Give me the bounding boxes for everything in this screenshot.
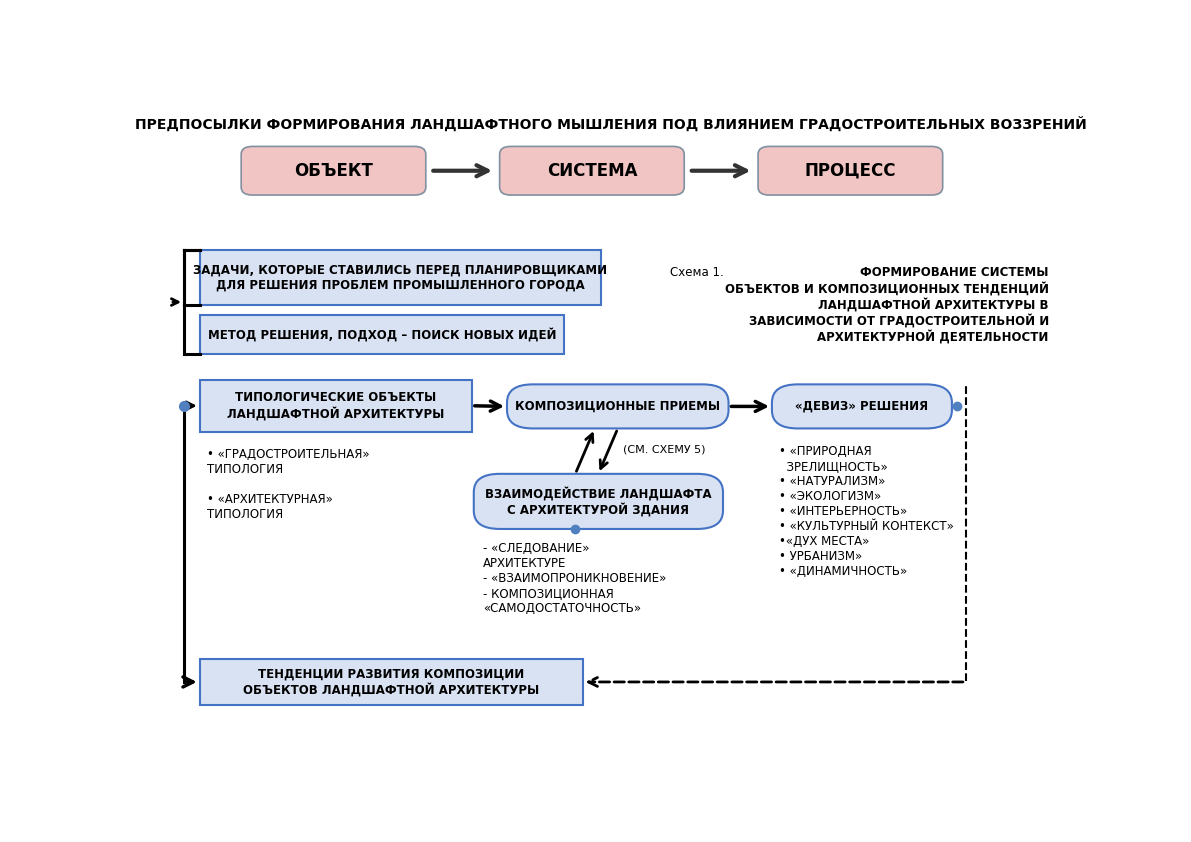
FancyBboxPatch shape (200, 250, 601, 306)
Text: СИСТЕМА: СИСТЕМА (547, 162, 637, 179)
FancyBboxPatch shape (200, 315, 565, 354)
Text: • «ГРАДОСТРОИТЕЛЬНАЯ»
ТИПОЛОГИЯ

• «АРХИТЕКТУРНАЯ»
ТИПОЛОГИЯ: • «ГРАДОСТРОИТЕЛЬНАЯ» ТИПОЛОГИЯ • «АРХИТ… (207, 448, 369, 521)
Text: ЗАДАЧИ, КОТОРЫЕ СТАВИЛИСЬ ПЕРЕД ПЛАНИРОВЩИКАМИ
ДЛЯ РЕШЕНИЯ ПРОБЛЕМ ПРОМЫШЛЕННОГО: ЗАДАЧИ, КОТОРЫЕ СТАВИЛИСЬ ПЕРЕД ПЛАНИРОВ… (193, 264, 607, 291)
FancyBboxPatch shape (772, 384, 952, 429)
Text: (СМ. СХЕМУ 5): (СМ. СХЕМУ 5) (623, 445, 705, 455)
FancyBboxPatch shape (200, 380, 472, 432)
Text: МЕТОД РЕШЕНИЯ, ПОДХОД – ПОИСК НОВЫХ ИДЕЙ: МЕТОД РЕШЕНИЯ, ПОДХОД – ПОИСК НОВЫХ ИДЕЙ (207, 328, 556, 341)
Text: ОБЪЕКТ: ОБЪЕКТ (294, 162, 373, 179)
Text: ВЗАИМОДЕЙСТВИЕ ЛАНДШАФТА
С АРХИТЕКТУРОЙ ЗДАНИЯ: ВЗАИМОДЕЙСТВИЕ ЛАНДШАФТА С АРХИТЕКТУРОЙ … (485, 487, 712, 516)
Text: ТИПОЛОГИЧЕСКИЕ ОБЪЕКТЫ
ЛАНДШАФТНОЙ АРХИТЕКТУРЫ: ТИПОЛОГИЧЕСКИЕ ОБЪЕКТЫ ЛАНДШАФТНОЙ АРХИТ… (227, 392, 444, 420)
FancyBboxPatch shape (507, 384, 729, 429)
Text: ТЕНДЕНЦИИ РАЗВИТИЯ КОМПОЗИЦИИ
ОБЪЕКТОВ ЛАНДШАФТНОЙ АРХИТЕКТУРЫ: ТЕНДЕНЦИИ РАЗВИТИЯ КОМПОЗИЦИИ ОБЪЕКТОВ Л… (243, 668, 540, 696)
FancyBboxPatch shape (759, 147, 943, 195)
Text: ПРОЦЕСС: ПРОЦЕСС (805, 162, 896, 179)
Text: «ДЕВИЗ» РЕШЕНИЯ: «ДЕВИЗ» РЕШЕНИЯ (796, 400, 929, 413)
Text: • «ПРИРОДНАЯ
  ЗРЕЛИЩНОСТЬ»
• «НАТУРАЛИЗМ»
• «ЭКОЛОГИЗМ»
• «ИНТЕРЬЕРНОСТЬ»
• «КУ: • «ПРИРОДНАЯ ЗРЕЛИЩНОСТЬ» • «НАТУРАЛИЗМ»… (779, 445, 954, 578)
FancyBboxPatch shape (474, 474, 723, 529)
Text: ПРЕДПОСЫЛКИ ФОРМИРОВАНИЯ ЛАНДШАФТНОГО МЫШЛЕНИЯ ПОД ВЛИЯНИЕМ ГРАДОСТРОИТЕЛЬНЫХ ВО: ПРЕДПОСЫЛКИ ФОРМИРОВАНИЯ ЛАНДШАФТНОГО МЫ… (135, 116, 1086, 131)
FancyBboxPatch shape (200, 658, 582, 706)
Text: - «СЛЕДОВАНИЕ»
АРХИТЕКТУРЕ
- «ВЗАИМОПРОНИКНОВЕНИЕ»
- КОМПОЗИЦИОННАЯ
«САМОДОСТАТО: - «СЛЕДОВАНИЕ» АРХИТЕКТУРЕ - «ВЗАИМОПРОН… (484, 542, 667, 615)
Text: ФОРМИРОВАНИЕ СИСТЕМЫ
ОБЪЕКТОВ И КОМПОЗИЦИОННЫХ ТЕНДЕНЦИЙ
ЛАНДШАФТНОЙ АРХИТЕКТУРЫ: ФОРМИРОВАНИЕ СИСТЕМЫ ОБЪЕКТОВ И КОМПОЗИЦ… (725, 266, 1049, 344)
FancyBboxPatch shape (241, 147, 426, 195)
Text: Схема 1.: Схема 1. (671, 266, 728, 280)
Text: КОМПОЗИЦИОННЫЕ ПРИЕМЫ: КОМПОЗИЦИОННЫЕ ПРИЕМЫ (516, 400, 721, 413)
FancyBboxPatch shape (500, 147, 685, 195)
